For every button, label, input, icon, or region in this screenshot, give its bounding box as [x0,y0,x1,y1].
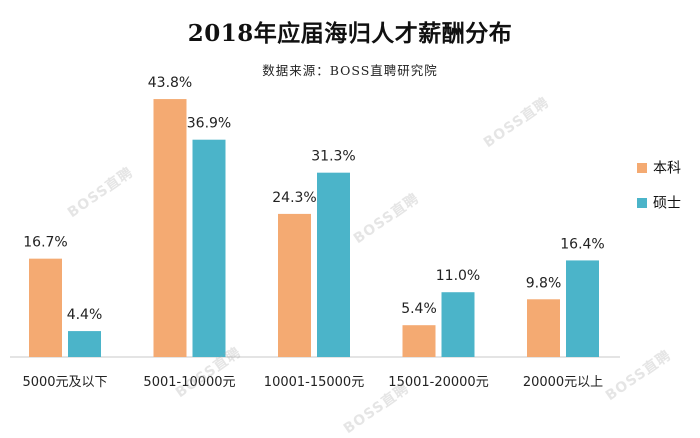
data-label-bachelor: 16.7% [23,235,67,251]
bar-bachelor [29,258,62,357]
legend-item-bachelor: 本科 [637,157,681,178]
legend-swatch-bachelor [637,162,647,173]
bar-chart: 16.7% 4.4% 5000元及以下 43.8% 36.9% 5001-10000元 24… [10,75,620,390]
legend-item-master: 硕士 [637,192,681,213]
chart-subtitle: 数据来源：BOSS直聘研究院 [262,63,438,78]
bar-master [68,331,101,357]
bar-master [192,139,226,357]
data-label-bachelor: 9.8% [526,275,562,291]
data-label-master: 31.3% [311,149,355,165]
x-tick-label: 5000元及以下 [22,375,107,390]
legend-label-master: 硕士 [653,195,681,212]
x-tick-label: 5001-10000元 [143,375,235,390]
bar-bachelor [402,325,436,357]
bar-bachelor [278,213,311,357]
data-label-bachelor: 24.3% [272,190,316,206]
bar-bachelor [153,99,187,358]
legend-swatch-master [637,197,647,208]
data-label-bachelor: 5.4% [401,301,437,317]
data-label-master: 4.4% [67,307,103,323]
chart-title: 2018年应届海归人才薪酬分布 [187,20,513,47]
data-label-master: 11.0% [436,268,480,284]
bar-master [441,292,475,357]
data-label-master: 16.4% [560,236,604,252]
bar-master [317,172,350,357]
data-label-master: 36.9% [187,116,231,132]
bar-bachelor [527,299,560,357]
x-tick-label: 10001-15000元 [264,375,364,390]
legend-label-bachelor: 本科 [653,160,681,177]
bar-master [566,260,599,357]
x-tick-label: 15001-20000元 [388,375,488,390]
x-tick-label: 20000元以上 [523,375,603,390]
data-label-bachelor: 43.8% [148,75,192,91]
